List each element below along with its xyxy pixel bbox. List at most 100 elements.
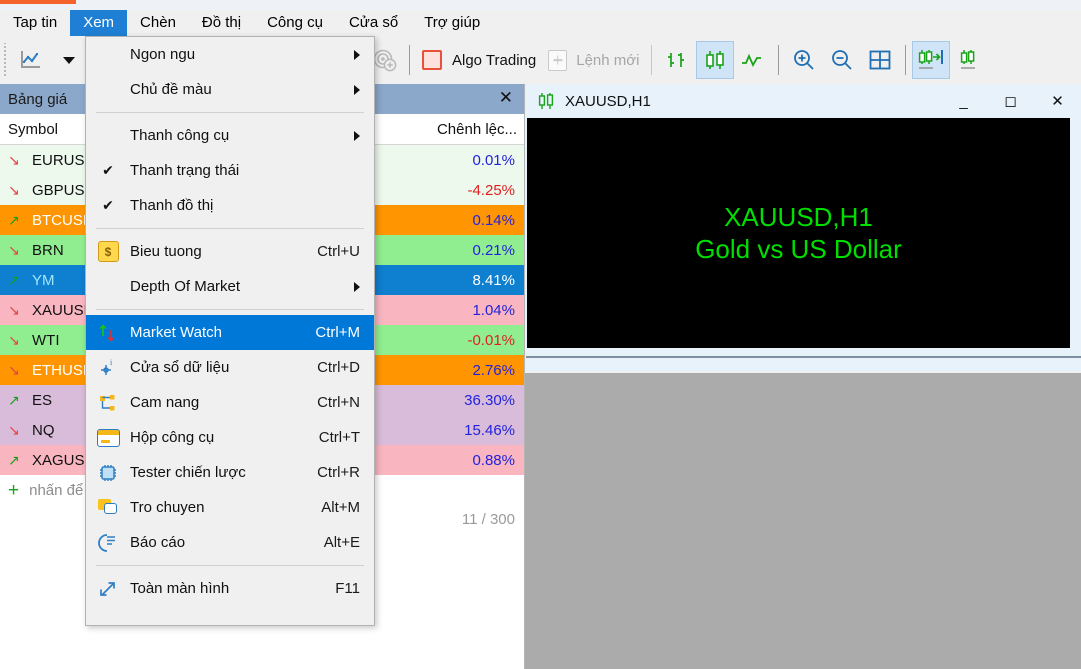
tile-windows-button[interactable] [861, 41, 899, 79]
chart-type-button[interactable] [12, 41, 50, 79]
maximize-button[interactable]: ◻ [1004, 93, 1017, 110]
toolbar-grip-1[interactable] [3, 43, 10, 77]
change-cell: 2.76% [472, 361, 515, 379]
symbol-label: NQ [32, 421, 55, 439]
arrow-down-icon: ↘ [8, 182, 20, 198]
column-header-symbol[interactable]: Symbol [8, 120, 59, 138]
dollar-icon: $ [97, 241, 119, 262]
change-cell: 36.30% [464, 391, 515, 409]
menu-item-shortcut: Ctrl+N [317, 394, 360, 411]
new-order-icon [548, 49, 568, 71]
new-order-button[interactable]: Lệnh mới [542, 41, 645, 79]
toolbar-separator-3 [778, 45, 780, 75]
tile-windows-icon [870, 50, 891, 70]
menu-item-icon-slot [86, 428, 130, 447]
symbol-cell: ↗ YM [0, 272, 170, 289]
zoom-out-icon [832, 50, 853, 70]
menu-item-ngon-ngu[interactable]: Ngon ngu [86, 37, 374, 72]
chart-type-dropdown-button[interactable] [50, 41, 88, 79]
menu-item-b-o-c-o[interactable]: Báo cáo Alt+E [86, 525, 374, 560]
title-strip-background [0, 0, 1081, 10]
minimize-button[interactable]: _ [959, 92, 968, 110]
arrow-down-icon: ↘ [8, 302, 20, 318]
menubar-item-6[interactable]: Trợ giúp [424, 14, 481, 31]
column-header-change[interactable]: Chênh lệc... [370, 120, 525, 138]
menu-item-icon-slot [86, 578, 130, 600]
symbol-cell: ↘ ETHUSD [0, 362, 170, 379]
menu-item-cam-nang[interactable]: Cam nang Ctrl+N [86, 385, 374, 420]
strategy-tester-icon [97, 462, 119, 484]
svg-text:i: i [110, 358, 113, 367]
arrow-down-icon: ↘ [8, 422, 20, 438]
chat-icon [98, 499, 118, 516]
menu-item-thanh-tr-ng-th-i[interactable]: ✔ Thanh trạng thái [86, 153, 374, 188]
menu-item-label: Cam nang [130, 394, 200, 411]
menu-item-shortcut: Alt+M [321, 499, 360, 516]
symbol-cell: ↗ ES [0, 392, 170, 409]
zoom-in-button[interactable] [785, 41, 823, 79]
change-cell: 15.46% [464, 421, 515, 439]
candlestick-chart-button[interactable] [696, 41, 735, 79]
menu-item-h-p-c-ng-c[interactable]: Hộp công cụ Ctrl+T [86, 420, 374, 455]
menu-item-icon-slot: i [86, 357, 130, 379]
menu-item-label: Thanh đồ thị [130, 197, 214, 214]
menu-item-ch-m-u[interactable]: Chủ đề màu [86, 72, 374, 107]
line-graph-button[interactable] [734, 41, 772, 79]
change-cell: 1.04% [472, 301, 515, 319]
symbol-cell: ↘ BRN [0, 242, 170, 259]
chart-shift-button[interactable] [950, 41, 988, 79]
check-icon: ✔ [102, 197, 114, 213]
menu-item-label: Tro chuyen [130, 499, 205, 516]
menu-separator [96, 112, 364, 113]
workspace-background [526, 373, 1081, 669]
chart-window: XAUUSD,H1 _ ◻ ✕ XAUUSD,H1 Gold vs US Dol… [526, 84, 1081, 371]
zoom-out-button[interactable] [823, 41, 861, 79]
market-watch-icon [97, 322, 119, 344]
menu-item-bieu-tuong[interactable]: $ Bieu tuong Ctrl+U [86, 234, 374, 269]
submenu-arrow-icon [354, 130, 360, 141]
symbol-cell: ↘ GBPUSD [0, 182, 170, 199]
menu-item-icon-slot [86, 322, 130, 344]
menu-item-thanh-c-ng-c[interactable]: Thanh công cụ [86, 118, 374, 153]
close-icon[interactable]: ✕ [498, 88, 513, 107]
menubar-item-2[interactable]: Chèn [140, 14, 176, 31]
menubar-item-0[interactable]: Tap tin [13, 14, 58, 31]
plus-icon: + [8, 479, 20, 501]
menu-item-label: Bieu tuong [130, 243, 202, 260]
symbol-cell: ↗ BTCUSD [0, 212, 170, 229]
menu-separator [96, 565, 364, 566]
menu-item-label: Tester chiến lược [130, 464, 246, 481]
arrow-down-icon: ↘ [8, 362, 20, 378]
submenu-arrow-icon [354, 84, 360, 95]
menubar-item-5[interactable]: Cửa sổ [348, 14, 399, 31]
menu-item-thanh-th[interactable]: ✔ Thanh đồ thị [86, 188, 374, 223]
menubar-item-1[interactable]: Xem [70, 10, 128, 36]
zoom-in-icon [794, 50, 815, 70]
toolbox-icon [96, 428, 120, 447]
algo-trading-button[interactable]: Algo Trading [416, 41, 542, 79]
chart-window-title: XAUUSD,H1 [565, 92, 651, 110]
menu-item-tro-chuyen[interactable]: Tro chuyen Alt+M [86, 490, 374, 525]
symbol-cell: ↘ NQ [0, 422, 170, 439]
bar-chart-button[interactable] [658, 41, 696, 79]
menu-item-depth-of-market[interactable]: Depth Of Market [86, 269, 374, 304]
menu-item-label: Depth Of Market [130, 278, 241, 295]
candlestick-chart-icon [706, 51, 725, 69]
view-dropdown-menu: Ngon ngu Chủ đề màu Thanh công cụ ✔ Thanh tr… [85, 36, 375, 626]
menu-item-c-a-s-d-li-u[interactable]: i Cửa sổ dữ liệu Ctrl+D [86, 350, 374, 385]
fullscreen-icon [97, 578, 119, 600]
menubar-item-3[interactable]: Đồ thị [201, 14, 242, 31]
symbol-label: YM [32, 271, 55, 289]
navigator-icon [97, 392, 119, 414]
menu-item-to-n-m-n-h-nh[interactable]: Toàn màn hình F11 [86, 571, 374, 606]
close-button[interactable]: ✕ [1051, 93, 1064, 110]
auto-scroll-button[interactable] [912, 41, 951, 79]
submenu-arrow-icon [354, 281, 360, 292]
menubar-item-4[interactable]: Công cụ [267, 14, 323, 31]
menu-item-label: Market Watch [130, 324, 222, 341]
menu-item-tester-chi-n-l-c[interactable]: Tester chiến lược Ctrl+R [86, 455, 374, 490]
menu-item-icon-slot: $ [86, 241, 130, 262]
change-cell: -4.25% [467, 181, 515, 199]
chart-canvas[interactable]: XAUUSD,H1 Gold vs US Dollar [527, 118, 1070, 348]
menu-item-market-watch[interactable]: Market Watch Ctrl+M [86, 315, 374, 350]
